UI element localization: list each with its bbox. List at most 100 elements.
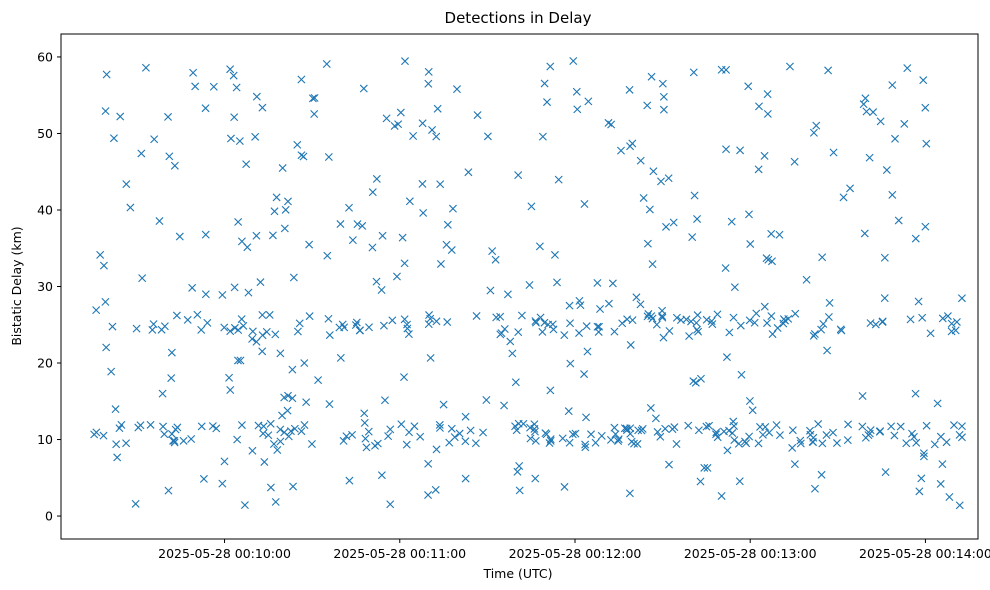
data-point [760,302,769,311]
data-point [424,67,433,76]
data-point [926,329,935,338]
data-point [531,317,540,326]
data-point [148,325,157,334]
data-point [138,274,147,283]
data-point [455,429,464,438]
data-point [876,427,885,436]
plot-frame [60,33,979,540]
data-point [817,325,826,334]
data-point [744,210,753,219]
data-point [226,134,235,143]
data-point [541,429,550,438]
data-point [443,318,452,327]
data-point [791,309,800,318]
data-point [386,425,395,434]
data-point [669,218,678,227]
data-point [308,94,317,103]
data-point [397,420,406,429]
data-point [229,71,238,80]
data-point [284,391,293,400]
data-point [881,468,890,477]
data-point [736,321,745,330]
data-point [623,315,632,324]
data-point [912,438,921,447]
y-tick-label: 40 [37,202,53,217]
data-point [416,432,425,441]
data-point [595,322,604,331]
data-point [514,171,523,180]
data-point [745,432,754,441]
data-point [233,356,242,365]
data-point [448,204,457,213]
data-point [131,499,140,508]
data-point [790,460,799,469]
data-point [360,418,369,427]
data-point [658,79,667,88]
data-point [325,400,334,409]
data-point [197,422,206,431]
data-point [788,426,797,435]
data-point [167,348,176,357]
data-point [779,315,788,324]
data-point [386,500,395,509]
data-point [614,437,623,446]
data-point [636,300,645,309]
x-tick-label: 2025-05-28 00:11:00 [333,546,466,561]
data-point [829,428,838,437]
data-point [271,330,280,339]
data-point [659,333,668,342]
data-point [658,313,667,322]
data-point [360,409,369,418]
data-point [443,220,452,229]
data-point [159,422,168,431]
data-point [99,261,108,270]
data-point [262,327,271,336]
data-point [919,452,928,461]
data-point [634,426,643,435]
data-point [435,423,444,432]
data-point [297,151,306,160]
data-point [235,137,244,146]
data-point [569,57,578,65]
data-point [647,312,656,321]
data-point [258,331,267,340]
x-tick-label: 2025-05-28 00:14:00 [859,546,990,561]
data-point [597,431,606,440]
data-point [545,439,554,448]
data-point [713,310,722,319]
y-tick-label: 0 [45,509,53,524]
data-point [310,110,319,119]
data-point [203,318,212,327]
data-point [888,81,897,90]
data-point [482,396,491,404]
data-point [289,273,298,282]
data-point [832,439,841,448]
data-point [548,320,557,329]
data-point [573,105,582,114]
data-point [721,264,730,273]
data-point [191,82,200,91]
data-point [258,103,267,112]
data-point [236,356,245,365]
data-point [729,417,738,426]
data-point [212,424,221,433]
data-point [141,63,150,72]
data-point [727,217,736,226]
data-point [201,230,210,239]
data-point [760,151,769,160]
data-point [268,231,277,240]
data-point [627,437,636,446]
data-point [380,396,389,405]
data-point [758,430,767,439]
data-point [610,327,619,336]
data-point [922,139,931,148]
data-point [767,257,776,266]
data-point [814,420,823,429]
data-point [400,259,409,268]
data-point [496,330,505,339]
data-point [355,326,364,335]
data-point [280,224,289,233]
data-point [880,253,889,262]
data-point [606,435,615,444]
data-point [767,229,776,238]
